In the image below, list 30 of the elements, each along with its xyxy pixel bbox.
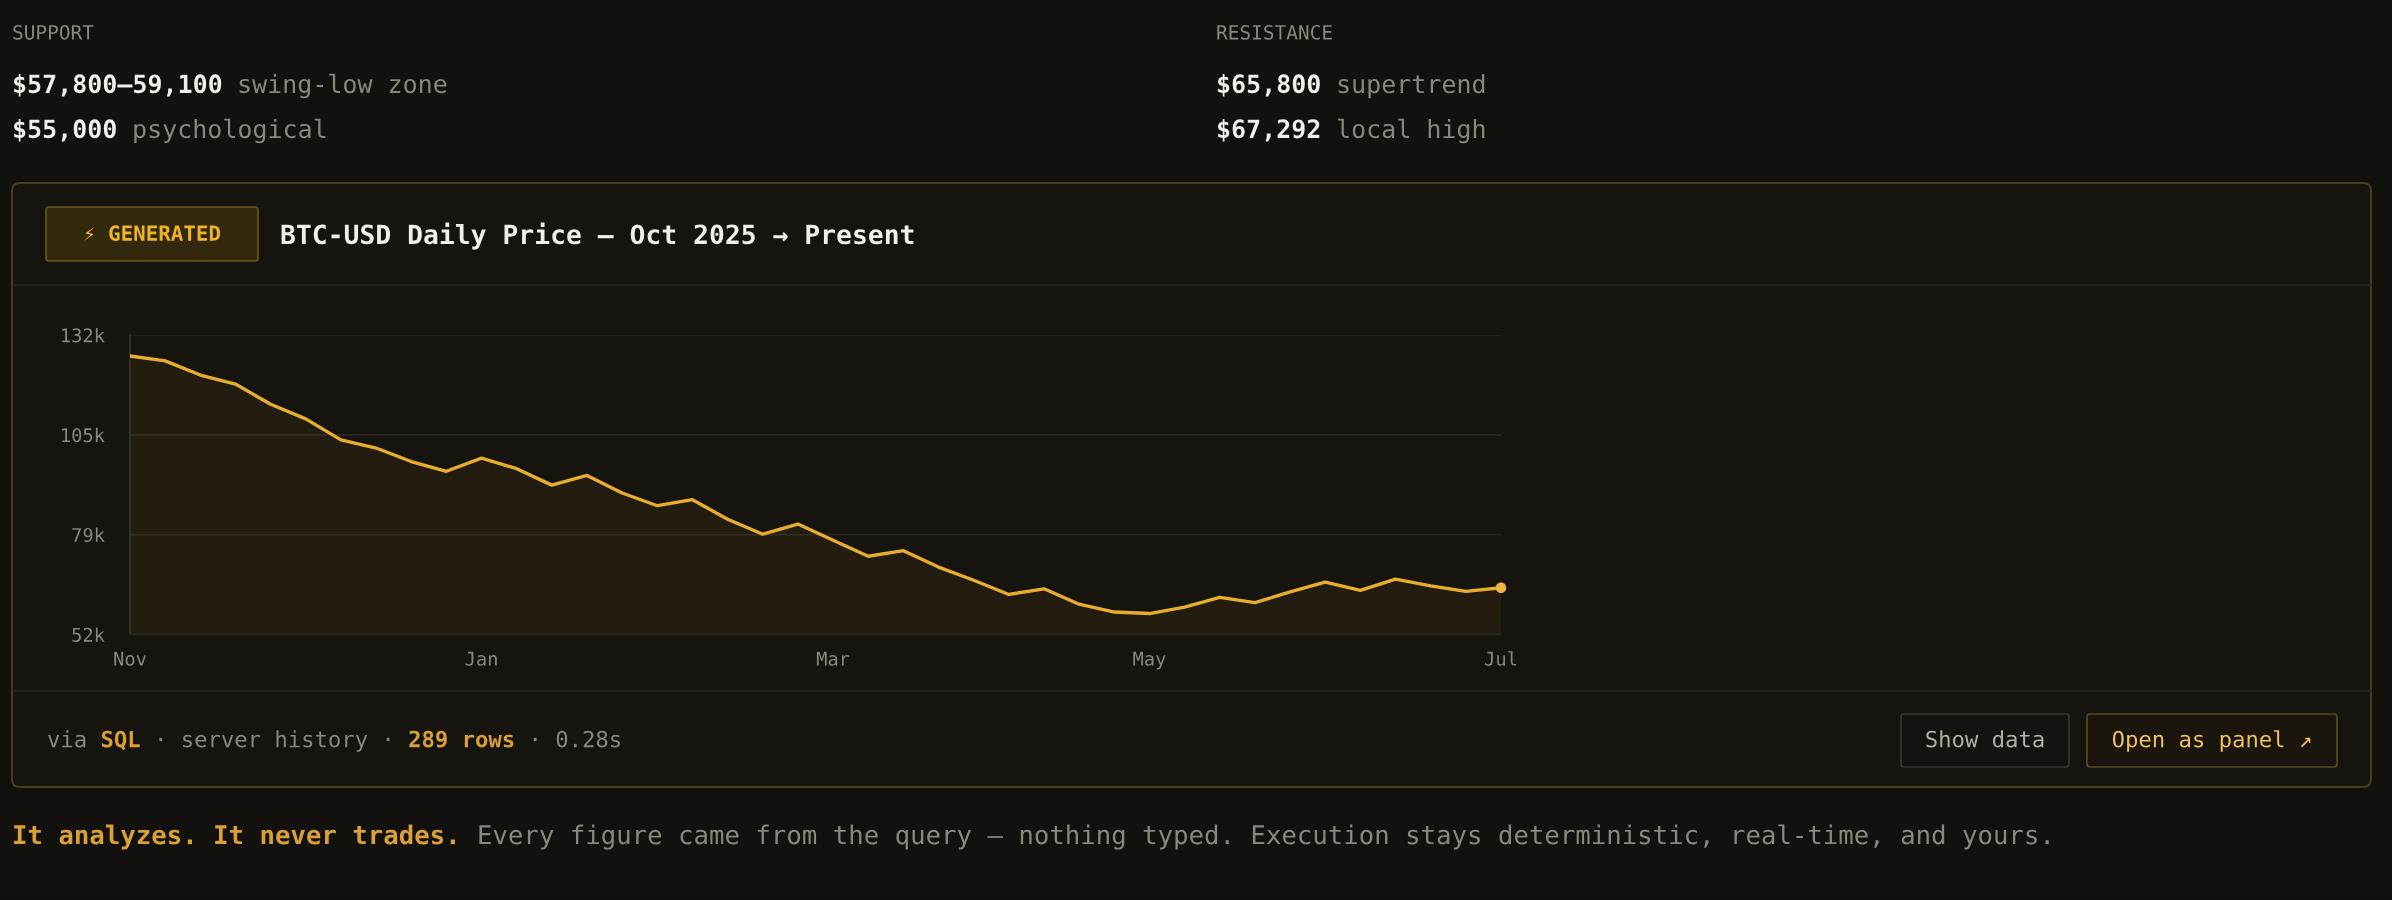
text: $55,000 [14, 118, 116, 142]
y-tick-label: 105k [62, 427, 105, 443]
text: SUPPORT [13, 24, 94, 40]
text: local high [1338, 118, 1485, 144]
y-tick-label: 132k [62, 327, 105, 343]
text: $57,800–59,100 [14, 73, 222, 97]
text: · server history · [159, 730, 390, 752]
chart-title: BTC-USD Daily Price — Oct 2025 → Present [281, 222, 914, 250]
text: swing-low zone [239, 73, 447, 99]
text: Open as panel ↗ [2112, 730, 2311, 752]
text: $67,292 [1218, 118, 1320, 142]
text: Every figure came from the query — nothing typed. Execution stays deterministic, real-time, and yours. [479, 824, 2049, 850]
x-tick-label: Jul [1485, 651, 1517, 666]
text: supertrend [1338, 73, 1485, 99]
y-tick-label: 79k [72, 527, 105, 543]
text: via [48, 730, 86, 748]
y-tick-label: 52k [72, 627, 105, 642]
x-tick-label: Jan [465, 651, 497, 666]
text: Show data [1926, 730, 2044, 748]
text: ⚡ GENERATED [84, 225, 221, 242]
text: 289 rows [409, 730, 514, 748]
text: SQL [101, 730, 140, 751]
x-tick-label: Mar [816, 651, 850, 666]
x-tick-label: May [1133, 651, 1166, 670]
text: psychological [134, 118, 326, 144]
x-tick-label: Nov [114, 651, 147, 666]
text: It analyzes. It never trades. [14, 824, 455, 850]
text: RESISTANCE [1217, 24, 1332, 40]
text: $65,800 [1218, 73, 1320, 97]
text: · 0.28s [533, 730, 620, 748]
